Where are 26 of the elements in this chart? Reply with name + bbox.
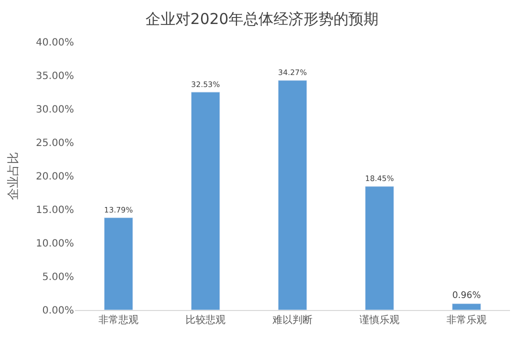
y-axis-title: 企业占比 (6, 152, 20, 200)
y-tick-label: 5.00% (42, 272, 74, 283)
y-tick-label: 30.00% (36, 104, 74, 116)
y-tick-label: 25.00% (36, 138, 74, 149)
data-label: 34.27% (278, 68, 307, 78)
data-label: 0.96% (452, 290, 482, 301)
x-tick-label: 难以判断 (272, 314, 312, 326)
bar (104, 217, 134, 310)
bar (364, 186, 394, 310)
data-label: 32.53% (191, 80, 220, 89)
x-tick-label: 非常悲观 (98, 314, 138, 326)
bar (278, 80, 308, 310)
y-tick-label: 15.00% (36, 205, 74, 216)
x-tick-label: 比较悲观 (186, 314, 226, 326)
y-tick-label: 10.00% (36, 238, 74, 250)
bar (452, 303, 482, 310)
x-tick-label: 谨慎乐观 (360, 314, 400, 326)
bar (190, 92, 220, 310)
y-tick-label: 40.00% (36, 38, 74, 48)
data-label: 13.79% (104, 205, 133, 214)
y-tick-label: 0.00% (42, 306, 74, 316)
x-tick-label: 非常乐观 (446, 314, 486, 326)
chart-title: 企业对2020年总体经济形势的预期 (145, 10, 379, 28)
y-tick-label: 35.00% (36, 71, 74, 82)
y-tick-label: 20.00% (36, 172, 74, 182)
data-label: 18.45% (365, 174, 394, 184)
